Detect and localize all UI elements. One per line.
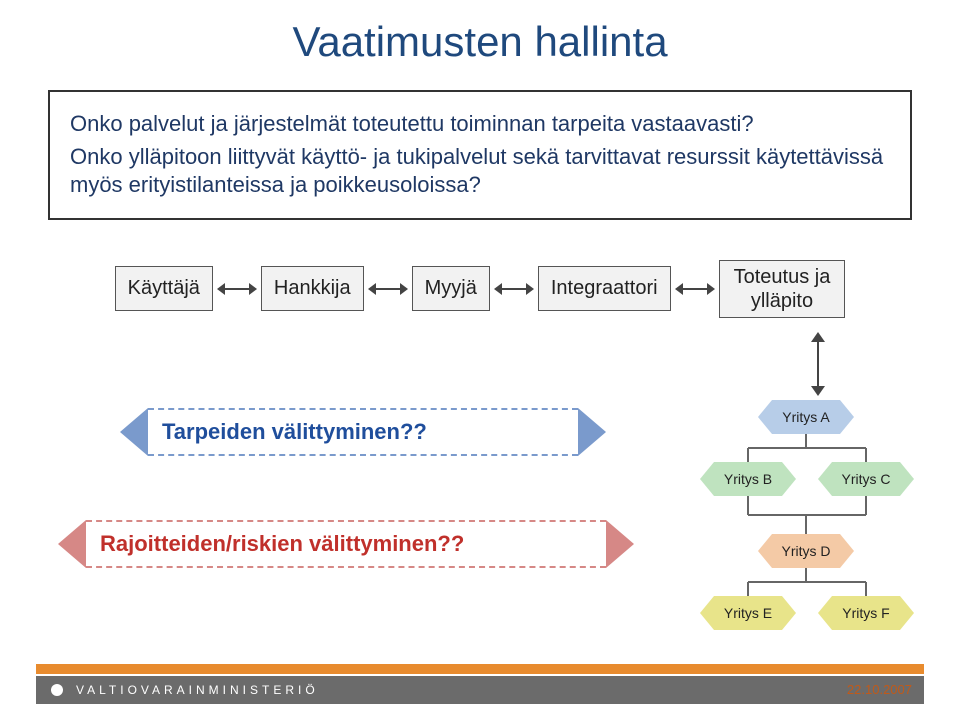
tree-edge: [747, 582, 749, 596]
tree-node-f: Yritys F: [818, 596, 914, 630]
double-arrow-icon: [494, 282, 534, 296]
tree-node-d: Yritys D: [758, 534, 854, 568]
lion-icon: [48, 681, 66, 699]
double-arrow-icon: [675, 282, 715, 296]
tree-edge: [805, 568, 807, 582]
tree-edge: [865, 582, 867, 596]
vertical-double-arrow-icon: [810, 332, 826, 396]
tree-edge: [748, 581, 806, 583]
footer: VALTIOVARAINMINISTERIÖ 22.10.2007: [0, 664, 960, 716]
flow-box-integraattori: Integraattori: [538, 266, 671, 311]
tree-edge: [865, 448, 867, 462]
intro-line-1: Onko palvelut ja järjestelmät toteutettu…: [70, 110, 890, 139]
footer-ministry-label: VALTIOVARAINMINISTERIÖ: [76, 683, 319, 697]
tree-edge: [748, 514, 806, 516]
flow-box-toteutus: Toteutus jaylläpito: [719, 260, 846, 318]
band-rajoitteiden: Rajoitteiden/riskien välittyminen??: [58, 520, 634, 568]
footer-date: 22.10.2007: [847, 682, 912, 697]
tree-node-c: Yritys C: [818, 462, 914, 496]
flow-row: Käyttäjä Hankkija Myyjä Integraattori To…: [0, 260, 960, 318]
tree-node-e: Yritys E: [700, 596, 796, 630]
footer-orange-bar: [36, 664, 924, 674]
tree-edge: [806, 581, 866, 583]
tree-node-b: Yritys B: [700, 462, 796, 496]
footer-ministry-bar: VALTIOVARAINMINISTERIÖ: [36, 676, 924, 704]
tree-edge: [806, 447, 866, 449]
intro-line-2: Onko ylläpitoon liittyvät käyttö- ja tuk…: [70, 143, 890, 200]
tree-edge: [747, 448, 749, 462]
intro-box: Onko palvelut ja järjestelmät toteutettu…: [48, 90, 912, 220]
tree-node-a: Yritys A: [758, 400, 854, 434]
tree-edge: [805, 515, 807, 534]
page-title: Vaatimusten hallinta: [0, 0, 960, 66]
double-arrow-icon: [368, 282, 408, 296]
tree-edge: [805, 434, 807, 448]
double-arrow-icon: [217, 282, 257, 296]
tree-edge: [748, 447, 806, 449]
flow-box-myyja: Myyjä: [412, 266, 490, 311]
tree-edge: [747, 496, 749, 515]
band-rajoitteiden-label: Rajoitteiden/riskien välittyminen??: [86, 520, 606, 568]
flow-box-hankkija: Hankkija: [261, 266, 364, 311]
band-tarpeiden: Tarpeiden välittyminen??: [120, 408, 606, 456]
tree-edge: [806, 514, 866, 516]
flow-box-kayttaja: Käyttäjä: [115, 266, 213, 311]
tree-edge: [865, 496, 867, 515]
band-tarpeiden-label: Tarpeiden välittyminen??: [148, 408, 578, 456]
